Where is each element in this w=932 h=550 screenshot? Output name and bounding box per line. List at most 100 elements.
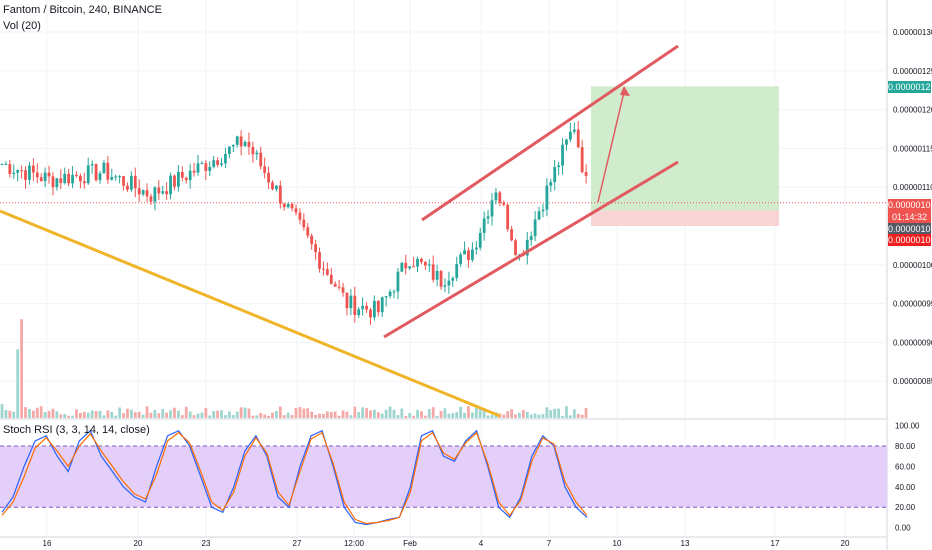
candle-body: [259, 152, 263, 167]
candle-body: [271, 182, 274, 190]
volume-bar: [153, 409, 157, 418]
volume-bar: [510, 409, 513, 418]
channel-lower-line: [383, 160, 679, 339]
volume-bar: [71, 415, 74, 418]
candle-body: [227, 146, 231, 154]
volume-bar: [451, 413, 455, 418]
candle-body: [267, 172, 270, 183]
volume-bar: [529, 414, 533, 418]
price-tick-label: 0.00000090: [893, 338, 932, 347]
candle-body: [275, 185, 278, 190]
volume-bar: [467, 406, 470, 418]
volume-bar: [576, 413, 580, 418]
volume-bar: [435, 415, 439, 418]
volume-bar: [275, 411, 278, 418]
candle-body: [498, 192, 502, 203]
candle-body: [467, 250, 470, 261]
volume-bar: [208, 415, 212, 418]
volume-bar: [8, 410, 12, 418]
volume-bar: [463, 412, 466, 418]
stoch-tick-label: 20.00: [895, 503, 916, 512]
volume-bar: [173, 407, 176, 418]
time-tick-label: 12:00: [344, 539, 365, 548]
volume-bar: [220, 410, 223, 418]
axes[interactable]: 0.00000130 0.00000125 0.00000120 0.00000115…: [43, 28, 932, 548]
candles[interactable]: [0, 121, 588, 325]
volume-bar: [212, 411, 216, 418]
time-tick-label: 20: [841, 539, 850, 548]
time-tick-label: 27: [293, 539, 302, 548]
target-arrow-icon: [620, 86, 630, 96]
volume-bar: [357, 412, 361, 418]
symbol-title[interactable]: Fantom / Bitcoin, 240, BINANCE: [3, 4, 162, 16]
candle-body: [431, 264, 435, 280]
candle-body: [12, 172, 16, 174]
candle-body: [192, 170, 196, 173]
volume-bar: [137, 411, 141, 418]
candle-body: [314, 244, 317, 253]
candle-body: [98, 173, 102, 181]
current-price-tag: 0.00000107: [888, 223, 932, 235]
candle-body: [169, 175, 172, 195]
drawings[interactable]: [0, 44, 679, 418]
volume-bar: [353, 406, 357, 418]
volume-bar: [196, 413, 200, 418]
candle-body: [463, 250, 466, 255]
volume-bar: [235, 411, 239, 418]
volume-bar: [392, 409, 396, 418]
candle-body: [224, 153, 227, 164]
volume-bar: [55, 411, 59, 418]
volume-bar: [67, 415, 71, 418]
volume-bar: [188, 411, 192, 418]
volume-bar: [490, 414, 494, 418]
channel-upper-line: [421, 44, 679, 222]
volume-bar: [161, 408, 165, 418]
volume-bar: [75, 409, 78, 418]
candle-body: [71, 174, 74, 184]
volume-bar: [537, 414, 541, 418]
candle-body: [533, 219, 537, 237]
candle-body: [184, 177, 188, 181]
candle-body: [557, 165, 561, 168]
volume-bar: [557, 408, 561, 418]
stop-zone: [591, 210, 779, 226]
stoch-tick-label: 80.00: [895, 442, 916, 451]
volume-bar: [333, 411, 337, 418]
stop-price-tag: 0.00000105: [888, 234, 932, 246]
candle-body: [482, 218, 486, 233]
stoch-rsi-label[interactable]: Stoch RSI (3, 3, 14, 14, close): [3, 424, 150, 436]
volume-bar: [227, 411, 231, 418]
candle-body: [549, 182, 553, 186]
volume-bar: [533, 413, 537, 418]
volume-bar: [565, 406, 568, 418]
candle-body: [212, 160, 216, 167]
volume-bar: [482, 408, 486, 418]
stoch-tick-label: 40.00: [895, 483, 916, 492]
candle-body: [165, 191, 169, 195]
target-price-tag: 0.00000123: [888, 81, 932, 93]
candle-body: [200, 163, 204, 165]
candle-body: [471, 249, 474, 261]
candle-body: [67, 173, 71, 184]
volume-bar: [420, 411, 423, 418]
volume-bar: [28, 408, 31, 418]
volume-bar: [282, 415, 286, 418]
volume-bar: [306, 408, 310, 418]
candle-body: [82, 181, 86, 184]
candle-body: [0, 164, 4, 166]
candle-body: [447, 280, 451, 286]
volume-bar: [177, 410, 180, 418]
candle-body: [196, 163, 200, 173]
volume-bar: [345, 411, 349, 418]
volume-bar: [439, 410, 443, 418]
volume-bar: [20, 319, 23, 418]
candle-body: [420, 258, 423, 262]
candle-body: [290, 203, 294, 209]
stoch-rsi-pane[interactable]: [0, 429, 887, 526]
volume-bar: [388, 406, 392, 418]
volume-label[interactable]: Vol (20): [3, 20, 41, 32]
candle-body: [572, 129, 576, 132]
candle-body: [423, 261, 427, 266]
candle-body: [384, 296, 388, 298]
